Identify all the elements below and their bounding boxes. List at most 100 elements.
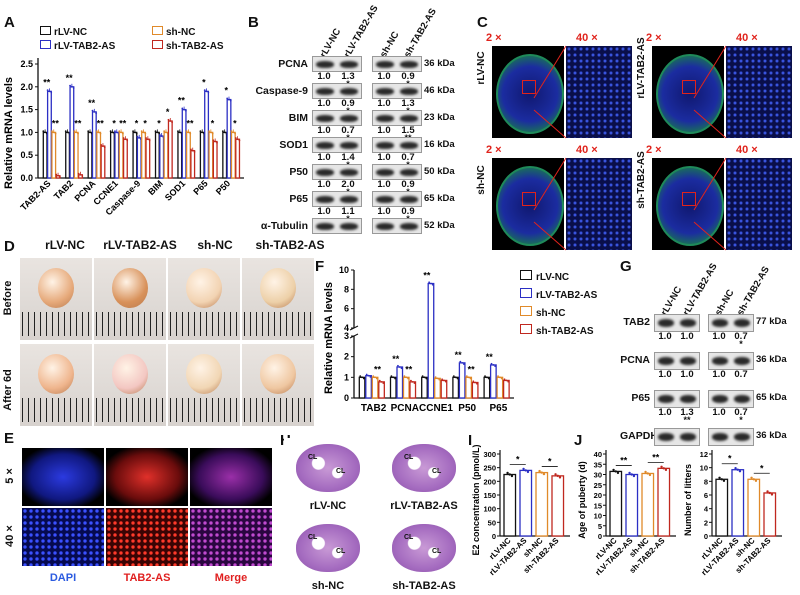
chart-a-point — [135, 132, 138, 135]
chart-k: Number of litters 024681012rLV-NCrLV-TAB… — [683, 450, 782, 577]
chart-k-point — [734, 467, 737, 470]
chart-f-ylabel: Relative mRNA levels — [323, 282, 335, 394]
chart-f-xtick-label: P50 — [458, 403, 476, 414]
chart-f-point — [465, 375, 468, 378]
panel-e-fluor-image — [22, 508, 104, 566]
wb-g-sig-star: * — [739, 415, 743, 425]
chart-f-bar — [389, 376, 397, 399]
chart-j-point — [612, 468, 615, 472]
chart-a-point — [50, 91, 53, 94]
chart-f-ytick-label: 3 — [344, 331, 349, 341]
chart-f-point — [474, 381, 477, 384]
panel-label-j: J — [574, 432, 583, 449]
chart-a-point — [95, 130, 98, 133]
wb-b-protein-label: P50 — [289, 166, 308, 178]
wb-b-quant-value: 1.0 — [377, 152, 391, 163]
wb-b-blot-strip — [372, 164, 422, 180]
wb-b-band — [315, 60, 335, 68]
chart-i-point — [556, 474, 559, 478]
chart-f-bar — [434, 377, 441, 399]
chart-a-point — [73, 130, 76, 133]
chart-k-point — [768, 491, 771, 495]
chart-a-bar — [87, 131, 93, 179]
chart-i-ytick-label: 150 — [483, 491, 496, 500]
wb-b-quant-value: 0.7 — [341, 125, 355, 136]
chart-a-xtick-label: TAB2 — [52, 178, 75, 201]
chart-a-sig: * — [225, 86, 229, 96]
chart-a-bar — [96, 131, 102, 179]
chart-f-point — [500, 377, 503, 380]
wb-g-band — [733, 395, 751, 403]
wb-b-blot-strip — [312, 191, 362, 207]
chart-a-ytick-label: 1.0 — [20, 127, 33, 137]
chart-a-point — [93, 110, 96, 113]
chart-f-ytick-label: 10 — [339, 265, 349, 275]
chart-i-bar — [519, 469, 533, 537]
chart-a-point — [207, 91, 210, 94]
wb-g-blot-strip — [654, 352, 700, 370]
panel-h-cl-label: CL — [336, 548, 346, 555]
chart-a-bar — [69, 86, 75, 179]
wb-b-band — [399, 114, 419, 122]
chart-i-point — [538, 469, 541, 473]
wb-b-band — [375, 222, 395, 230]
chart-f-point — [441, 378, 444, 381]
chart-k-sig: * — [760, 463, 764, 473]
wb-b-band — [339, 60, 359, 68]
wb-b-band — [315, 87, 335, 95]
panel-c-zoom-box — [522, 80, 536, 94]
chart-f-point — [484, 375, 486, 378]
chart-a-xtick-label: P65 — [191, 178, 209, 196]
chart-f-point — [431, 283, 434, 286]
chart-i-point — [524, 469, 527, 472]
chart-a-point — [158, 133, 161, 136]
wb-b-quant-value: 0.9 — [401, 71, 415, 82]
chart-k-point — [720, 478, 723, 481]
chart-j-ytick-label: 20 — [594, 491, 602, 500]
chart-k-point — [770, 493, 774, 496]
chart-a-point — [163, 130, 166, 133]
chart-k-ytick-label: 6 — [704, 491, 708, 500]
chart-f-point — [430, 282, 432, 285]
wb-b-quant-value: 1.3 — [341, 71, 355, 82]
panel-e-col-label: Merge — [214, 572, 248, 584]
wb-b-quant-value: 2.0 — [341, 179, 355, 190]
chart-f-sig: ** — [455, 350, 463, 360]
chart-a-sig: ** — [66, 73, 74, 83]
chart-f-point — [421, 375, 424, 378]
wb-b-band — [375, 60, 395, 68]
chart-f-point — [436, 377, 439, 380]
wb-g-protein-label: PCNA — [620, 354, 650, 366]
wb-g-quant-value: 1.0 — [712, 407, 726, 418]
wb-g-band — [679, 395, 697, 403]
wb-b-band — [375, 168, 395, 176]
panel-d-photo — [242, 258, 314, 340]
panel-label-a: A — [4, 14, 15, 31]
chart-f-point — [487, 377, 490, 380]
chart-i-ytick-label: 100 — [483, 505, 496, 514]
wb-g-quant-value: 1.0 — [680, 369, 694, 380]
chart-a-point — [126, 139, 129, 142]
wb-g-band — [657, 319, 675, 327]
chart-i-bar — [551, 475, 565, 537]
chart-k-point — [754, 479, 758, 482]
chart-k-point — [736, 468, 739, 471]
wb-b-band — [399, 195, 419, 203]
chart-a-point — [181, 107, 184, 110]
chart-j-point — [630, 473, 633, 476]
panel-h-cl-label: CL — [432, 548, 442, 555]
panel-e-fluor-image — [190, 508, 272, 566]
wb-b-band — [399, 141, 419, 149]
chart-a-sig: * — [233, 118, 237, 128]
wb-b-quant-value: 1.0 — [317, 98, 331, 109]
chart-a-point — [48, 90, 51, 93]
chart-f-point — [369, 375, 372, 378]
chart-k-bar — [763, 492, 777, 537]
wb-b-blot-strip — [312, 137, 362, 153]
wb-b-kda-label: 46 kDa — [424, 85, 455, 96]
chart-f-bar — [465, 376, 473, 399]
wb-b-band — [399, 168, 419, 176]
chart-f-bar — [371, 376, 379, 399]
chart-a-bar — [100, 145, 106, 179]
wb-b-quant-value: 1.0 — [317, 152, 331, 163]
